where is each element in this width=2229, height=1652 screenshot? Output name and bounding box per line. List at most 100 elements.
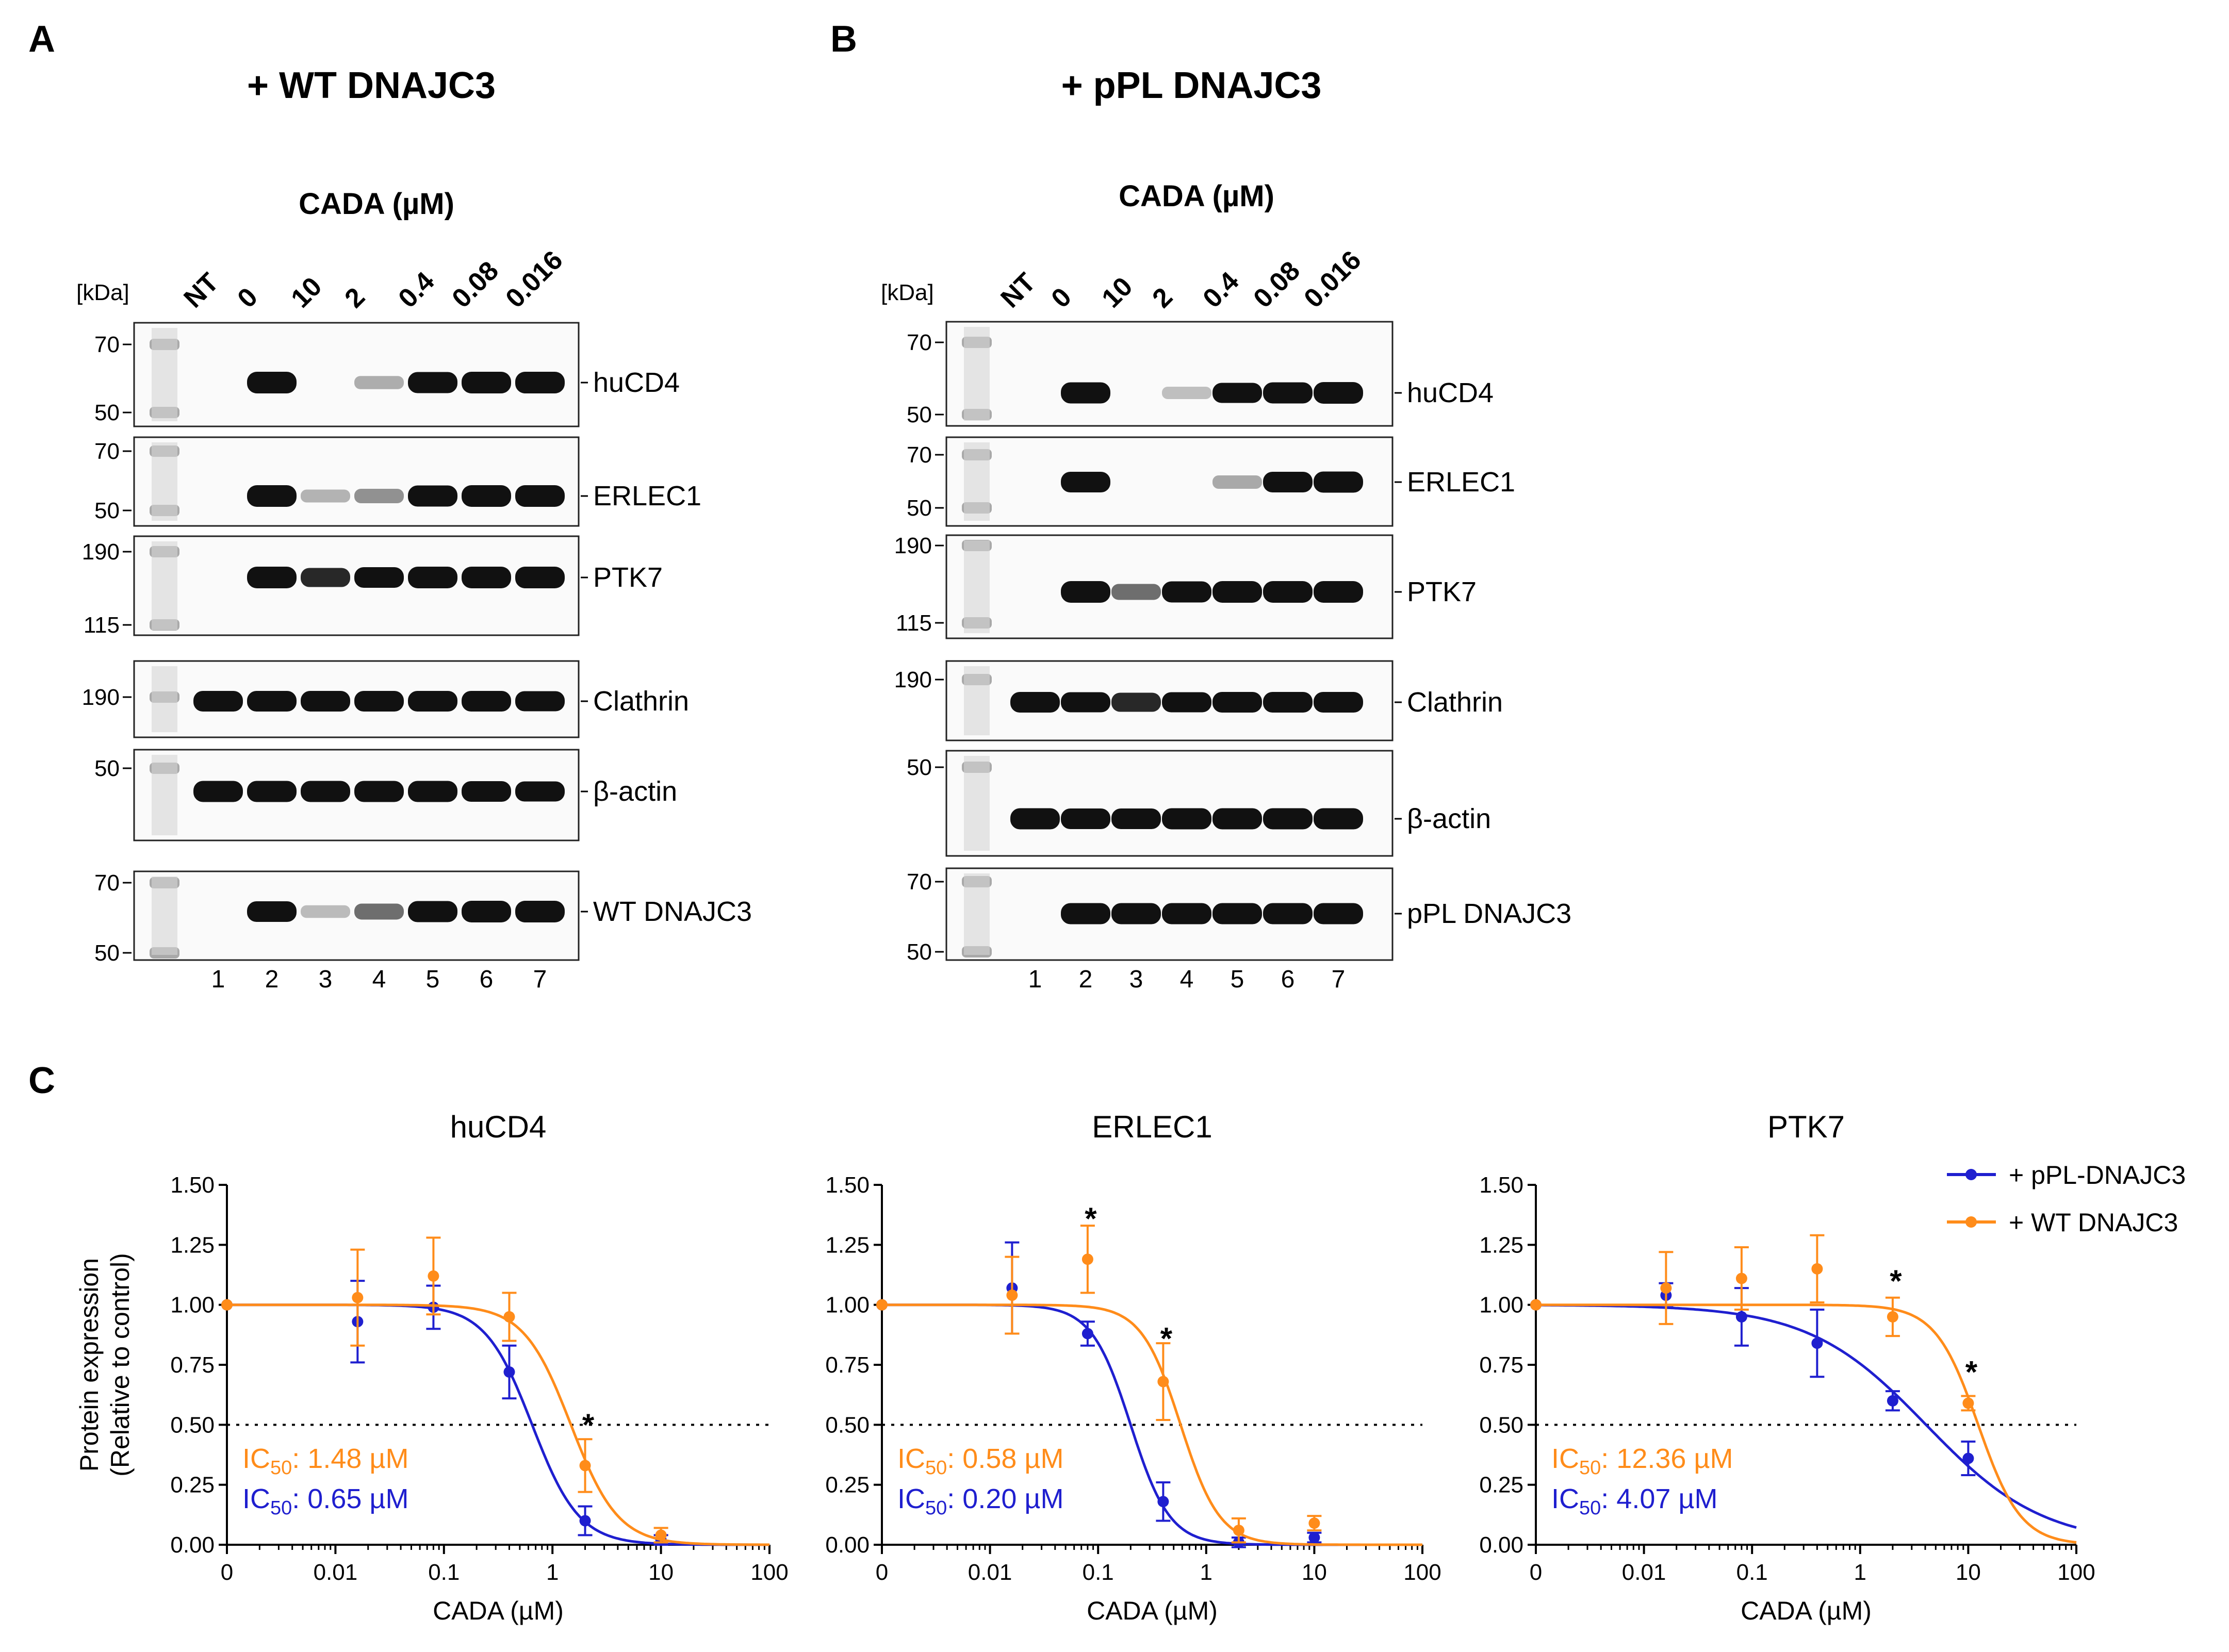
blot-b-strips: 70 50 huCD4 70 50 ERLEC1 190 115 PTK7 190 Clathrin… [894, 321, 1571, 965]
series [876, 1225, 1422, 1546]
chart-title: ERLEC1 [1092, 1110, 1212, 1144]
protein-label: Clathrin [1407, 687, 1503, 718]
mw-marker-label: 50 [94, 400, 120, 425]
blot-strip: 70 50 ERLEC1 [907, 436, 1515, 527]
lane-number: 1 [211, 966, 225, 993]
lane-label: 0.08 [1248, 256, 1306, 314]
x-tick-label: 100 [2057, 1560, 2095, 1585]
lane-number: 6 [480, 966, 494, 993]
blot-band [1212, 692, 1262, 713]
ladder-lane [152, 666, 177, 732]
lane-label: NT [995, 267, 1041, 313]
ladder-lane [152, 442, 177, 521]
blot-band [193, 691, 243, 712]
ic50-label: IC50: 4.07 µM [1551, 1483, 1718, 1519]
data-point [1530, 1299, 1542, 1311]
x-tick-label: 10 [1956, 1560, 1981, 1585]
protein-label: Clathrin [593, 686, 689, 717]
blot-strip: 70 50 ERLEC1 [94, 436, 701, 527]
y-tick-label: 1.00 [170, 1293, 215, 1318]
blot-band [408, 372, 457, 393]
y-tick-label: 1.50 [1479, 1172, 1523, 1198]
x-tick-label: 100 [1403, 1560, 1441, 1585]
lane-label: 0.4 [1197, 266, 1244, 313]
x-axis-label: CADA (µM) [433, 1596, 564, 1625]
lane-label: 0.08 [446, 256, 504, 314]
ladder-lane [964, 327, 990, 421]
blot-band [408, 567, 457, 588]
mw-marker-label: 50 [94, 756, 120, 781]
data-point [503, 1366, 515, 1378]
mw-marker-label: 115 [84, 613, 120, 638]
blot-strip: 70 50 huCD4 [907, 321, 1494, 427]
blot-strip: 50 β-actin [94, 749, 677, 841]
x-tick-label: 0.1 [1736, 1560, 1768, 1585]
mw-marker-label: 190 [82, 685, 120, 710]
blot-band [1061, 692, 1110, 713]
data-point [1660, 1282, 1672, 1294]
blot-band [354, 903, 404, 920]
lane-label: 0.016 [500, 245, 568, 313]
lane-number: 3 [319, 966, 333, 993]
blot-band [1111, 808, 1161, 829]
ic50-label: IC50: 1.48 µM [242, 1443, 409, 1479]
data-point [503, 1311, 515, 1323]
blot-a-kda-label: [kDa] [76, 280, 129, 305]
y-tick-label: 0.50 [825, 1412, 870, 1438]
lane-number: 5 [1231, 966, 1244, 993]
x-tick-label: 0.01 [314, 1560, 358, 1585]
protein-label: huCD4 [593, 367, 680, 398]
blot-band [247, 781, 297, 802]
data-point [1233, 1525, 1244, 1537]
data-point [428, 1270, 439, 1282]
data-point [1811, 1263, 1823, 1275]
ic50-subscript: 50 [1579, 1497, 1601, 1519]
y-axis-label: Protein expression(Relative to control) [75, 1253, 135, 1477]
blot-band [1061, 808, 1110, 829]
lane-number: 3 [1129, 966, 1143, 993]
blot-band [247, 901, 297, 922]
blot-band [1162, 581, 1211, 603]
ic50-label: IC50: 12.36 µM [1551, 1443, 1733, 1479]
legend-label-wt: + WT DNAJC3 [2009, 1208, 2178, 1237]
series [1530, 1234, 2077, 1544]
blot-a-lane-labels: NT 0 10 2 0.4 0.080.016 [178, 245, 568, 313]
blot-strip-frame [133, 436, 580, 527]
x-axis-label: CADA (µM) [1087, 1596, 1218, 1625]
lane-label: 10 [1096, 272, 1138, 314]
mw-marker-label: 115 [896, 610, 932, 636]
lane-number: 7 [533, 966, 547, 993]
blot-band [1314, 471, 1363, 493]
chart-legend: + pPL-DNAJC3 + WT DNAJC3 [1947, 1161, 2186, 1237]
lane-label: 2 [339, 282, 370, 313]
lane-number: 2 [1079, 966, 1093, 993]
blot-band [515, 372, 565, 393]
blot-band [301, 691, 350, 712]
blot-band [515, 485, 565, 507]
chart-title: PTK7 [1767, 1110, 1845, 1144]
mw-marker-label: 70 [94, 332, 120, 357]
blot-band [354, 376, 404, 389]
x-tick-label: 0.01 [968, 1560, 1012, 1585]
mw-marker-label: 70 [94, 870, 120, 896]
lane-number: 4 [1180, 966, 1194, 993]
dose-response-chart: PTK7 0.00 0.25 0.50 0.75 1.00 1.25 1.50 0 0.01 0.1… [1479, 1110, 2095, 1625]
ic50-subscript: 50 [925, 1457, 947, 1479]
blot-band [1061, 581, 1110, 603]
significance-star: * [1890, 1264, 1902, 1298]
panel-label-a: A [28, 19, 55, 60]
mw-marker-label: 50 [907, 402, 932, 427]
blot-strip: 190 Clathrin [894, 660, 1503, 741]
blot-band [354, 567, 404, 588]
mw-marker-label: 190 [894, 667, 932, 692]
blot-band [301, 568, 350, 587]
x-tick-label: 1 [1200, 1560, 1212, 1585]
y-axis-label-line: Protein expression [75, 1258, 104, 1472]
ladder-lane [152, 877, 177, 955]
panel-c-charts: huCD4 0.00 0.25 0.50 0.75 1.00 1.25 1.50 0 0.01 0.… [75, 1110, 2095, 1625]
data-point [1962, 1452, 1974, 1464]
blot-band [1314, 808, 1363, 830]
lane-label: 0 [1045, 282, 1077, 313]
x-tick-label: 10 [1302, 1560, 1327, 1585]
ladder-lane [152, 755, 177, 835]
